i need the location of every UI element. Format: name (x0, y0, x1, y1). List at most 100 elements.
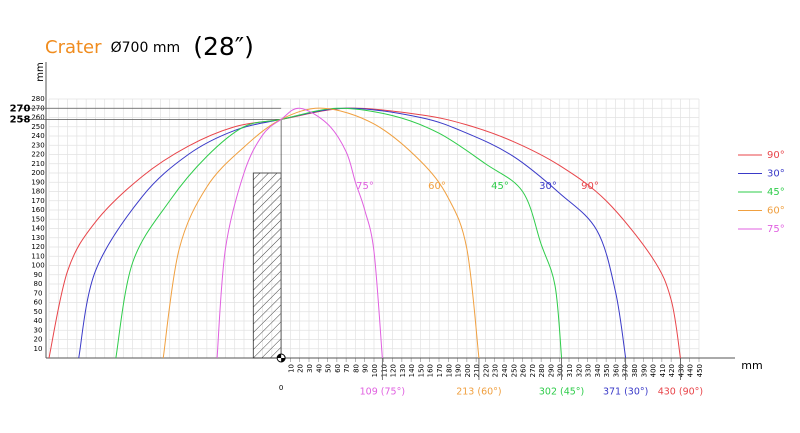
y-tick-label: 210 (31, 160, 44, 168)
legend-label: 90° (767, 150, 785, 161)
y-tick-label: 160 (31, 206, 44, 214)
title-name: Crater (45, 37, 102, 58)
x-tick-label: 440 (687, 364, 695, 377)
x-tick-label: 390 (640, 364, 648, 377)
y-tick-label: 150 (31, 215, 44, 223)
y-tick-label: 50 (34, 308, 43, 316)
chart-title: Crater Ø700 mm (28″) (45, 32, 254, 61)
x-tick-label: 340 (594, 364, 602, 377)
x-tick-label: 170 (436, 364, 444, 377)
curve-label: 30° (539, 181, 557, 192)
x-tick-label: 430 (677, 364, 685, 377)
y-tick-label: 60 (34, 299, 43, 307)
x-tick-label: 300 (557, 364, 565, 377)
curve-label: 90° (581, 181, 599, 192)
legend-label: 45° (767, 187, 785, 198)
x-tick-label: 130 (399, 364, 407, 377)
y-tick-label: 240 (31, 132, 44, 140)
x-tick-label: 50 (325, 364, 333, 373)
origin-marker (277, 354, 286, 362)
y-tick-label: 140 (31, 225, 44, 233)
x-tick-label: 70 (343, 364, 351, 373)
x-tick-label: 150 (417, 364, 425, 377)
x-tick-label: 180 (445, 364, 453, 377)
y-tick-label: 230 (31, 141, 44, 149)
curve-label: 45° (491, 181, 509, 192)
curve (78, 107, 627, 359)
x-tick-label: 210 (473, 364, 481, 377)
origin-label: 0 (279, 384, 283, 392)
y-tick-label: 220 (31, 151, 44, 159)
x-tick-label: 80 (352, 364, 360, 373)
x-tick-label: 190 (455, 364, 463, 377)
reference-label: 258 (10, 114, 31, 125)
x-tick-label: 200 (464, 364, 472, 377)
x-tick-label: 140 (408, 364, 416, 377)
x-tick-label: 410 (659, 364, 667, 377)
legend-label: 60° (767, 206, 785, 217)
x-tick-label: 10 (287, 364, 295, 373)
y-tick-label: 30 (34, 326, 43, 334)
end-label: 213 (60°) (456, 387, 501, 398)
curve (115, 107, 563, 359)
x-tick-label: 250 (510, 364, 518, 377)
y-tick-label: 80 (34, 280, 43, 288)
y-tick-label: 100 (31, 262, 44, 270)
x-tick-label: 290 (547, 364, 555, 377)
end-label: 430 (90°) (658, 387, 703, 398)
y-tick-label: 10 (34, 345, 43, 353)
curve (48, 107, 681, 359)
title-inch: (28″) (193, 32, 254, 61)
y-tick-label: 20 (34, 336, 43, 344)
title-size: Ø700 mm (111, 40, 180, 56)
x-tick-label: 220 (482, 364, 490, 377)
y-tick-label: 120 (31, 243, 44, 251)
y-tick-label: 180 (31, 188, 44, 196)
y-axis-label: mm (35, 62, 46, 81)
legend-label: 30° (767, 169, 785, 180)
x-tick-label: 400 (650, 364, 658, 377)
y-tick-label: 110 (31, 252, 44, 260)
x-tick-label: 320 (575, 364, 583, 377)
end-label: 371 (30°) (603, 387, 648, 398)
x-tick-label: 90 (362, 364, 370, 373)
x-tick-label: 60 (334, 364, 342, 373)
y-tick-label: 130 (31, 234, 44, 242)
x-tick-label: 330 (585, 364, 593, 377)
x-tick-label: 280 (538, 364, 546, 377)
curve-label: 75° (356, 181, 374, 192)
x-tick-label: 420 (668, 364, 676, 377)
x-tick-label: 100 (371, 364, 379, 377)
y-tick-label: 70 (34, 289, 43, 297)
legend-label: 75° (767, 224, 785, 235)
x-tick-label: 380 (631, 364, 639, 377)
y-tick-label: 170 (31, 197, 44, 205)
x-tick-label: 40 (315, 364, 323, 373)
y-tick-label: 200 (31, 169, 44, 177)
y-tick-label: 190 (31, 178, 44, 186)
x-tick-label: 230 (492, 364, 500, 377)
x-tick-label: 270 (529, 364, 537, 377)
reference-label: 270 (10, 103, 31, 114)
x-tick-label: 360 (612, 364, 620, 377)
x-tick-label: 310 (566, 364, 574, 377)
curve (216, 107, 383, 359)
x-tick-label: 450 (696, 364, 704, 377)
x-tick-label: 20 (297, 364, 305, 373)
x-tick-label: 110 (380, 364, 388, 377)
obstacle (252, 172, 282, 359)
curve (162, 107, 480, 359)
y-tick-label: 250 (31, 123, 44, 131)
curve-label: 60° (428, 181, 446, 192)
x-tick-label: 240 (501, 364, 509, 377)
x-tick-label: 160 (427, 364, 435, 377)
y-tick-label: 280 (31, 95, 44, 103)
x-axis-label: mm (741, 359, 762, 372)
x-tick-label: 30 (306, 364, 314, 373)
x-tick-label: 260 (520, 364, 528, 377)
end-label: 109 (75°) (360, 387, 405, 398)
x-tick-label: 350 (603, 364, 611, 377)
y-tick-label: 40 (34, 317, 43, 325)
end-label: 302 (45°) (539, 387, 584, 398)
